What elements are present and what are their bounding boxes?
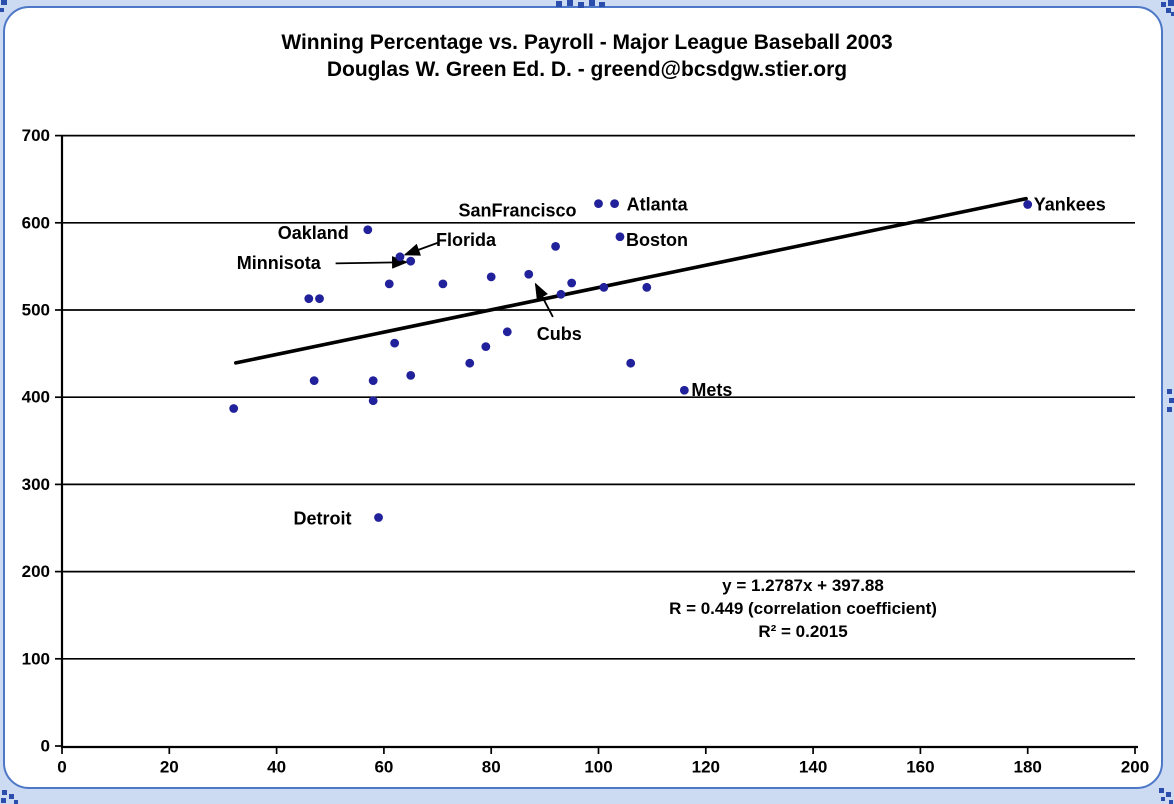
chart-title-block: Winning Percentage vs. Payroll - Major L… <box>0 29 1174 83</box>
y-tick-label: 300 <box>22 475 50 494</box>
trend-line <box>234 196 1028 365</box>
data-point <box>304 294 314 304</box>
selection-handle-bottom-right[interactable] <box>1166 792 1171 797</box>
regression-stats: y = 1.2787x + 397.88 R = 0.449 (correlat… <box>553 574 1053 643</box>
y-tick-label: 600 <box>22 213 50 232</box>
data-point <box>524 269 534 279</box>
point-label-atlanta: Atlanta <box>627 195 689 215</box>
data-point <box>374 513 383 522</box>
point-label-detroit: Detroit <box>294 509 352 529</box>
data-point <box>610 199 619 209</box>
x-tick-label: 60 <box>374 758 393 777</box>
data-point <box>406 371 416 380</box>
data-point <box>438 279 448 289</box>
selection-handle-bottom-left[interactable] <box>2 790 7 795</box>
selection-handle-top-right[interactable] <box>1166 8 1171 13</box>
data-point <box>395 252 405 262</box>
x-tick-label: 80 <box>482 758 501 777</box>
data-point <box>599 282 609 292</box>
x-tick-label: 0 <box>57 758 66 777</box>
point-label-cubs: Cubs <box>537 324 582 344</box>
minnisota-arrow <box>335 256 409 269</box>
point-label-florida: Florida <box>436 230 497 250</box>
selection-handle-top-right[interactable] <box>1171 12 1174 16</box>
data-point <box>390 338 400 348</box>
y-tick-label: 100 <box>22 649 50 668</box>
selection-handle-right-middle[interactable] <box>1169 398 1174 403</box>
data-point <box>486 272 496 282</box>
y-tick-label: 0 <box>41 737 50 756</box>
r-squared: R² = 0.2015 <box>758 622 848 641</box>
x-tick-label: 180 <box>1014 758 1042 777</box>
cubs-arrow <box>534 282 554 318</box>
data-point <box>626 358 636 368</box>
data-point <box>481 342 491 352</box>
point-label-minnisota: Minnisota <box>237 253 322 273</box>
selection-handle-top-left[interactable] <box>1 0 7 5</box>
selection-handle-right-middle[interactable] <box>1167 389 1172 394</box>
data-point <box>315 294 324 304</box>
data-point <box>679 385 689 395</box>
point-label-oakland: Oakland <box>278 223 349 243</box>
y-tick-label: 200 <box>22 562 50 581</box>
selection-handle-top-right[interactable] <box>1161 2 1166 7</box>
selection-handle-top-center[interactable] <box>589 0 595 6</box>
florida-arrow <box>403 242 438 256</box>
point-label-yankees: Yankees <box>1034 194 1106 214</box>
correlation-coefficient: R = 0.449 (correlation coefficient) <box>669 599 937 618</box>
point-label-sanfrancisco: SanFrancisco <box>458 201 576 221</box>
data-point <box>594 199 603 209</box>
data-point <box>567 278 577 288</box>
x-tick-label: 160 <box>906 758 934 777</box>
selection-handle-bottom-right[interactable] <box>1161 797 1165 801</box>
selection-handle-bottom-left[interactable] <box>9 794 14 799</box>
data-point <box>309 376 319 386</box>
x-tick-label: 100 <box>584 758 612 777</box>
data-point <box>406 256 416 266</box>
data-point <box>1023 200 1033 209</box>
selection-handle-top-center[interactable] <box>578 2 584 8</box>
selection-handle-top-center[interactable] <box>556 1 562 7</box>
x-tick-label: 40 <box>267 758 286 777</box>
selection-handle-top-center[interactable] <box>567 0 573 6</box>
selection-handle-top-right[interactable] <box>1168 0 1174 6</box>
y-tick-label: 400 <box>22 388 50 407</box>
chart-subtitle: Douglas W. Green Ed. D. - greend@bcsdgw.… <box>326 58 848 81</box>
point-label-mets: Mets <box>691 380 732 400</box>
y-tick-label: 700 <box>22 126 50 145</box>
data-point <box>368 376 378 386</box>
selection-handle-bottom-right[interactable] <box>1159 788 1164 793</box>
selection-handle-top-left[interactable] <box>0 8 4 12</box>
x-tick-label: 140 <box>799 758 827 777</box>
selection-handle-top-center[interactable] <box>599 2 605 7</box>
data-point <box>384 279 394 289</box>
chart-title: Winning Percentage vs. Payroll - Major L… <box>281 31 893 54</box>
data-point <box>556 289 566 299</box>
data-point <box>642 282 652 292</box>
selection-handle-right-middle[interactable] <box>1167 407 1172 412</box>
selection-handle-bottom-left[interactable] <box>14 800 18 804</box>
data-point <box>502 327 512 337</box>
data-point <box>363 225 373 235</box>
data-point <box>465 358 475 368</box>
x-tick-label: 120 <box>692 758 720 777</box>
x-tick-label: 20 <box>160 758 179 777</box>
data-point <box>551 241 560 251</box>
data-point <box>368 396 378 406</box>
selection-handle-bottom-left[interactable] <box>1 798 6 803</box>
point-label-boston: Boston <box>626 230 688 250</box>
x-tick-label: 200 <box>1121 758 1149 777</box>
y-tick-label: 500 <box>22 301 50 320</box>
regression-equation: y = 1.2787x + 397.88 <box>722 576 884 595</box>
data-point <box>229 404 239 413</box>
data-point <box>615 232 625 242</box>
selection-handle-bottom-right[interactable] <box>1169 800 1173 804</box>
